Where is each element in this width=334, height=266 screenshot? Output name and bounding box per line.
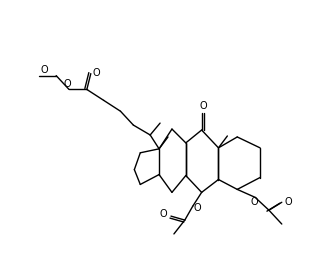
- Text: O: O: [63, 78, 71, 89]
- Text: O: O: [159, 209, 167, 219]
- Text: O: O: [250, 197, 258, 207]
- Text: O: O: [285, 197, 293, 207]
- Text: O: O: [93, 68, 101, 78]
- Text: O: O: [200, 101, 207, 111]
- Text: O: O: [194, 203, 201, 213]
- Text: O: O: [41, 65, 48, 75]
